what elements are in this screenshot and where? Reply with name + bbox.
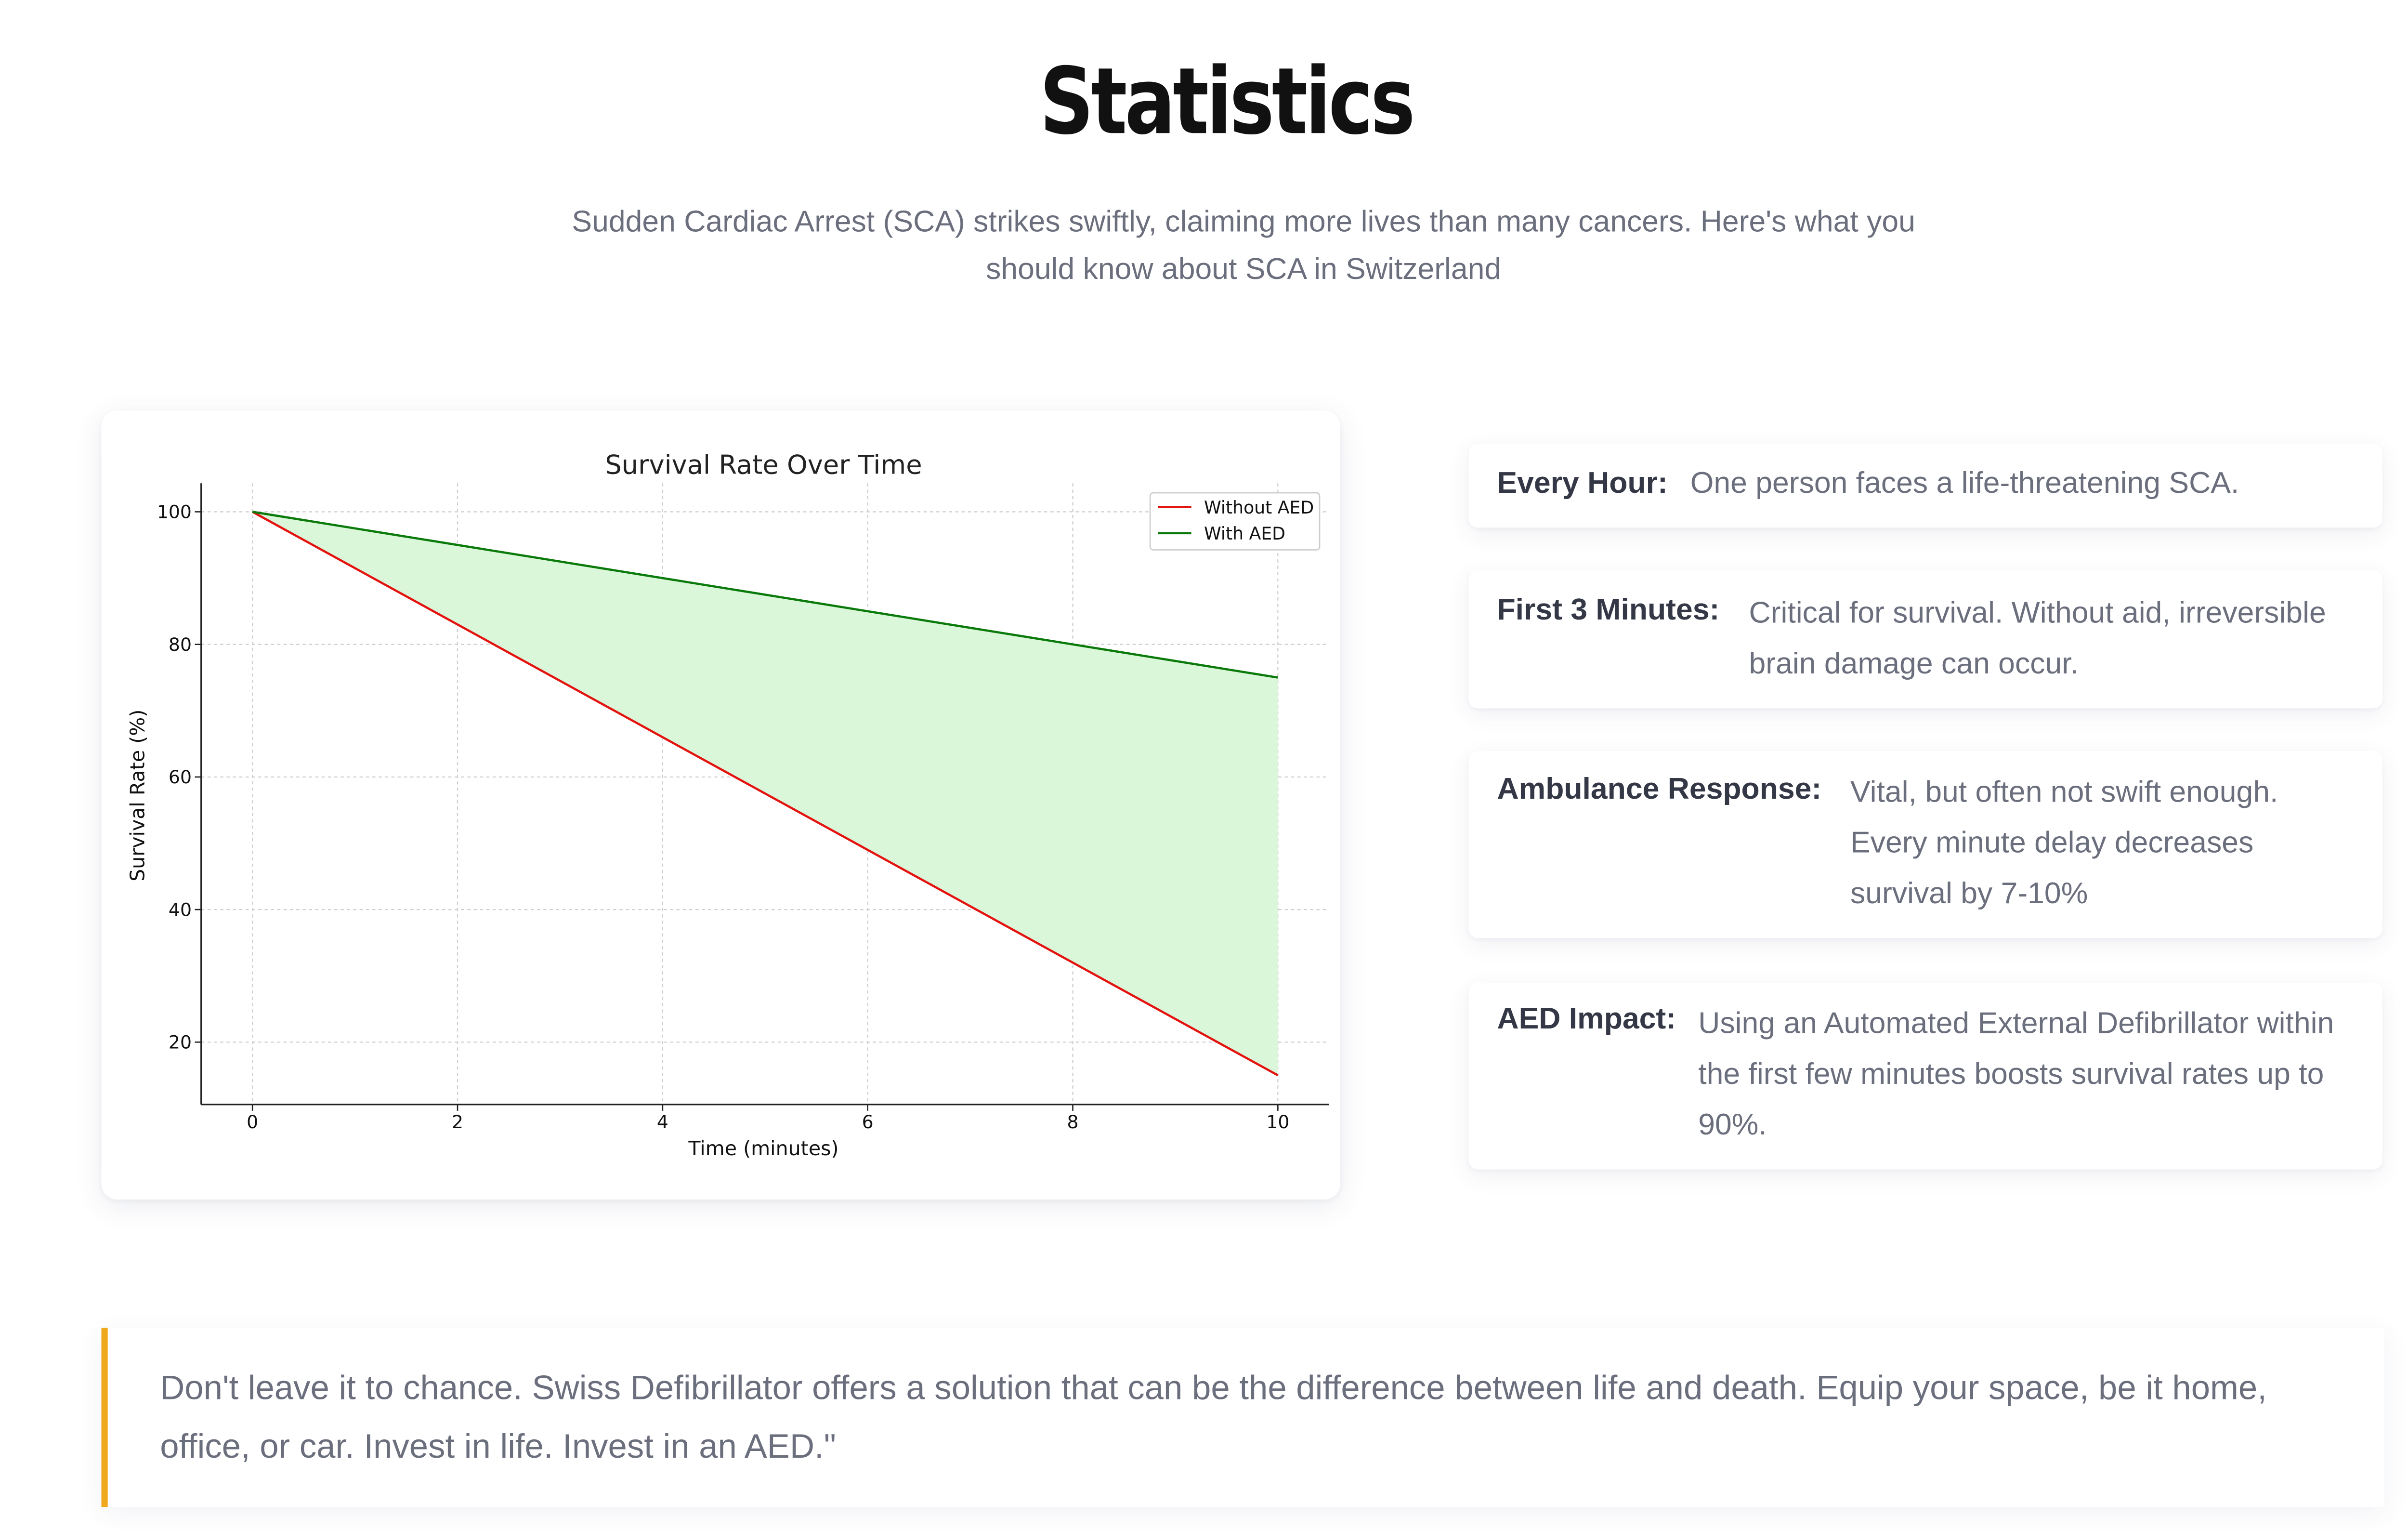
x-tick-label: 2	[452, 1111, 463, 1133]
stat-label: AED Impact:	[1497, 1003, 1676, 1037]
x-tick-label: 4	[657, 1111, 668, 1133]
legend-label: With AED	[1204, 523, 1285, 544]
stat-label: Every Hour:	[1497, 467, 1668, 501]
stat-label: Ambulance Response:	[1497, 773, 1822, 807]
y-axis-label: Survival Rate (%)	[126, 710, 149, 882]
x-tick-label: 6	[862, 1111, 874, 1133]
legend-box	[1149, 492, 1321, 551]
call-to-action-quote: Don't leave it to chance. Swiss Defibril…	[101, 1328, 2384, 1507]
survival-rate-chart: Survival Rate Over Time 0 2 4 6 8 10 20 40 60 80 1…	[126, 450, 1329, 1160]
stat-card-first-3-minutes: First 3 Minutes: Critical for survival. …	[1468, 570, 2383, 709]
x-tick-label: 0	[247, 1111, 258, 1133]
stat-card-aed-impact: AED Impact: Using an Automated External …	[1468, 982, 2383, 1170]
x-tick-label: 10	[1266, 1111, 1289, 1133]
stat-card-every-hour: Every Hour: One person faces a life-thre…	[1468, 444, 2383, 528]
stat-text: Vital, but often not swift enough. Every…	[1850, 776, 2278, 911]
chart-legend: Without AED With AED	[1149, 492, 1321, 551]
quote-text: Don't leave it to chance. Swiss Defibril…	[160, 1369, 2267, 1466]
x-axis-label: Time (minutes)	[688, 1137, 838, 1160]
series-line-without-aed	[252, 511, 1279, 1077]
chart-ticks: 0 2 4 6 8 10 20 40 60 80 100	[157, 501, 1290, 1133]
stat-text: One person faces a life-threatening SCA.	[1690, 467, 2239, 501]
y-tick-label: 100	[157, 501, 192, 523]
y-tick-label: 60	[169, 766, 192, 788]
chart-card: Survival Rate Over Time 0 2 4 6 8 10 20 40 60 80 1…	[101, 410, 1340, 1200]
stat-text: Critical for survival. Without aid, irre…	[1749, 597, 2326, 682]
x-tick-label: 8	[1067, 1111, 1078, 1133]
chart-title: Survival Rate Over Time	[605, 450, 922, 480]
page-subtitle: Sudden Cardiac Arrest (SCA) strikes swif…	[572, 206, 1915, 287]
stat-label: First 3 Minutes:	[1497, 594, 1720, 628]
y-tick-label: 20	[169, 1032, 192, 1053]
page-title: Statistics	[1039, 47, 1415, 156]
stat-text: Using an Automated External Defibrillato…	[1698, 1008, 2334, 1143]
stat-card-ambulance-response: Ambulance Response: Vital, but often not…	[1468, 751, 2383, 938]
legend-label: Without AED	[1204, 497, 1314, 518]
y-tick-label: 40	[169, 899, 192, 920]
chart-lines	[252, 511, 1279, 1077]
y-tick-label: 80	[169, 634, 192, 655]
chart-axes	[200, 483, 1329, 1106]
series-line-with-aed	[252, 511, 1278, 679]
